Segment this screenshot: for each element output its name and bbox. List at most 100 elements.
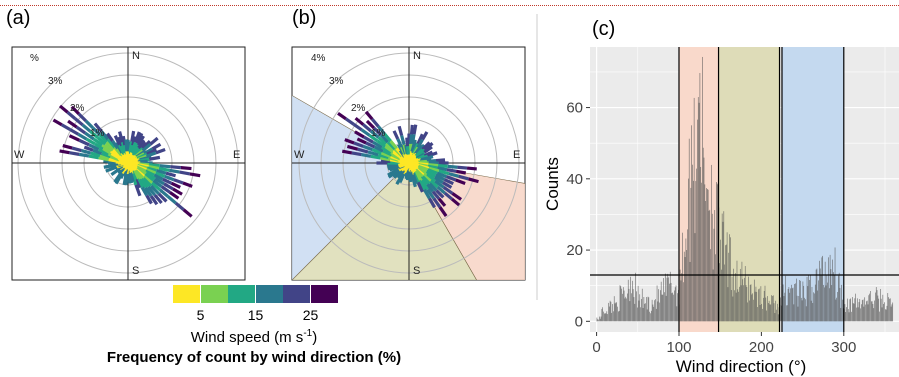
histogram-bar [675,285,677,322]
histogram-bar [769,304,771,322]
petal-segment [189,172,201,178]
petal-segment [140,177,150,189]
histogram-bar [797,306,799,322]
histogram-bar [702,147,704,322]
petal-segment [155,147,166,155]
petal-segment [145,172,156,180]
petal-segment [74,117,84,127]
histogram-bar [846,307,847,322]
petal-segment [376,139,387,148]
petal-segment [364,110,374,121]
histogram-bar [825,285,827,322]
histogram-bar [682,232,683,322]
histogram-bar [796,278,797,322]
histogram-bar [711,164,712,322]
histogram-bar [643,296,645,322]
petal-segment [148,155,161,161]
histogram-bar [866,300,868,322]
petal-segment [426,159,437,164]
petal-segment [66,111,77,120]
histogram-bar [750,284,752,322]
sector-2 [292,95,410,280]
petal-segment [138,141,147,151]
histogram-bar [832,259,833,322]
colorbar-cell [255,285,283,303]
petal-segment [429,179,439,189]
petal-segment [84,131,95,141]
petal-segment [170,165,182,170]
petal-segment [428,166,440,173]
histogram-bar [801,300,803,322]
petal-segment [111,140,120,150]
histogram-bar [808,274,809,322]
histogram-bar [763,290,765,322]
colorbar-cell [283,285,311,303]
histogram-bar [622,287,624,322]
petal-segment [68,134,80,142]
histogram-bar [660,290,661,322]
histogram-bar [707,189,708,322]
histogram-bar [824,287,825,322]
histogram-bar [771,295,772,322]
colorbar-cell [228,285,256,303]
histogram-bar [692,164,693,322]
petal-segment [90,151,101,158]
histogram-bar [609,300,611,322]
histogram-bar [636,307,638,322]
petal-segment [447,164,458,169]
histogram-bar [728,252,730,322]
sector-1 [292,162,477,280]
histogram-bar [689,261,691,322]
calm-center [123,158,133,168]
petal-segment [141,143,152,152]
histogram-bar [702,56,703,322]
histogram-bar [762,308,763,322]
histogram-bar [880,288,881,322]
histogram-bar [647,296,649,322]
petal-segment [380,151,392,158]
histogram-bar [638,300,640,322]
petal-segment [351,151,362,157]
histogram-bar [621,288,622,322]
histogram-bar [710,249,711,322]
histogram-bar [599,318,601,322]
histogram-bar [627,279,629,322]
colorbar-subtitle: Frequency of count by wind direction (%) [107,349,401,366]
petal-segment [421,141,431,151]
histogram-bar [860,308,861,322]
histogram-bar [765,297,767,322]
histogram-bar [879,311,880,322]
petal-segment [428,163,439,168]
histogram-bar [753,299,754,322]
petal-segment [124,139,129,152]
histogram-bar [883,303,884,322]
histogram-bar [842,299,843,322]
histogram-bar [695,181,697,322]
panel-a-letter: (a) [6,7,30,29]
histogram-bar [856,298,858,322]
petal-segment [137,139,146,149]
histogram-bar [698,102,700,322]
histogram-bar [887,293,889,322]
petal-segment [134,178,142,189]
petal-segment [149,136,159,146]
petal-segment [362,144,373,152]
histogram-bar [789,292,791,322]
histogram-bar [632,280,633,322]
histogram-bar [741,261,743,322]
y-axis-title: Counts [543,157,562,211]
petal-segment [434,179,445,189]
petal-segment [59,149,70,155]
petal-segment [435,189,445,199]
petal-segment [435,158,446,163]
histogram-bar [708,210,710,322]
colorbar-cells [173,285,338,303]
histogram-bar [683,251,685,322]
petal-segment [344,117,355,126]
histogram-bar [830,269,832,322]
histogram-bar [862,299,864,322]
histogram-bar [753,279,755,322]
petal-segment [162,177,173,185]
petal-segment [437,166,448,172]
histogram-bar [656,285,658,322]
